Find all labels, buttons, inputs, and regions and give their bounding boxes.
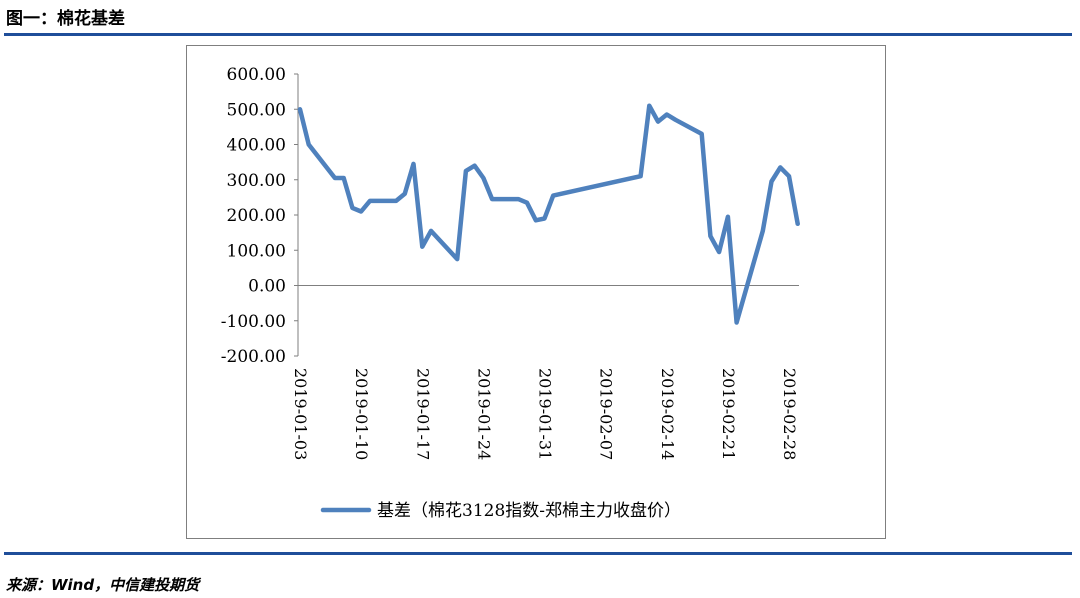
y-tick-label: 600.00 bbox=[227, 65, 286, 85]
legend-label: 基差（棉花3128指数-郑棉主力收盘价） bbox=[377, 501, 681, 521]
x-tick-label: 2019-01-24 bbox=[474, 368, 493, 460]
x-tick-label: 2019-02-21 bbox=[719, 368, 738, 460]
source-note: 来源：Wind，中信建投期货 bbox=[6, 576, 200, 594]
x-tick-label: 2019-01-31 bbox=[536, 368, 555, 460]
y-tick-label: 500.00 bbox=[227, 100, 286, 120]
x-tick-label: 2019-02-07 bbox=[597, 368, 616, 460]
chart-frame: 600.00 500.00 400.00 300.00 200.00 100.00 0.00… bbox=[186, 45, 886, 539]
footer-rule bbox=[4, 552, 1072, 555]
y-tick-label: 200.00 bbox=[227, 206, 286, 226]
series-line-basis bbox=[297, 103, 800, 325]
y-tick-label: 0.00 bbox=[248, 277, 286, 297]
y-tick-label: -200.00 bbox=[221, 347, 286, 367]
x-tick-label: 2019-01-17 bbox=[413, 368, 432, 460]
figure-title: 图一：棉花基差 bbox=[6, 9, 125, 29]
y-tick-label: 300.00 bbox=[227, 171, 286, 191]
basis-line-chart: 600.00 500.00 400.00 300.00 200.00 100.00 0.00… bbox=[221, 65, 800, 521]
y-tick-label: 400.00 bbox=[227, 136, 286, 156]
header-rule bbox=[4, 33, 1072, 36]
x-tick-label: 2019-02-14 bbox=[658, 368, 677, 460]
y-tick-label: -100.00 bbox=[221, 312, 286, 332]
x-tick-label: 2019-01-03 bbox=[291, 368, 310, 460]
x-tick-label: 2019-01-10 bbox=[352, 368, 371, 460]
x-tick-label: 2019-02-28 bbox=[780, 368, 799, 460]
y-tick-label: 100.00 bbox=[227, 241, 286, 261]
